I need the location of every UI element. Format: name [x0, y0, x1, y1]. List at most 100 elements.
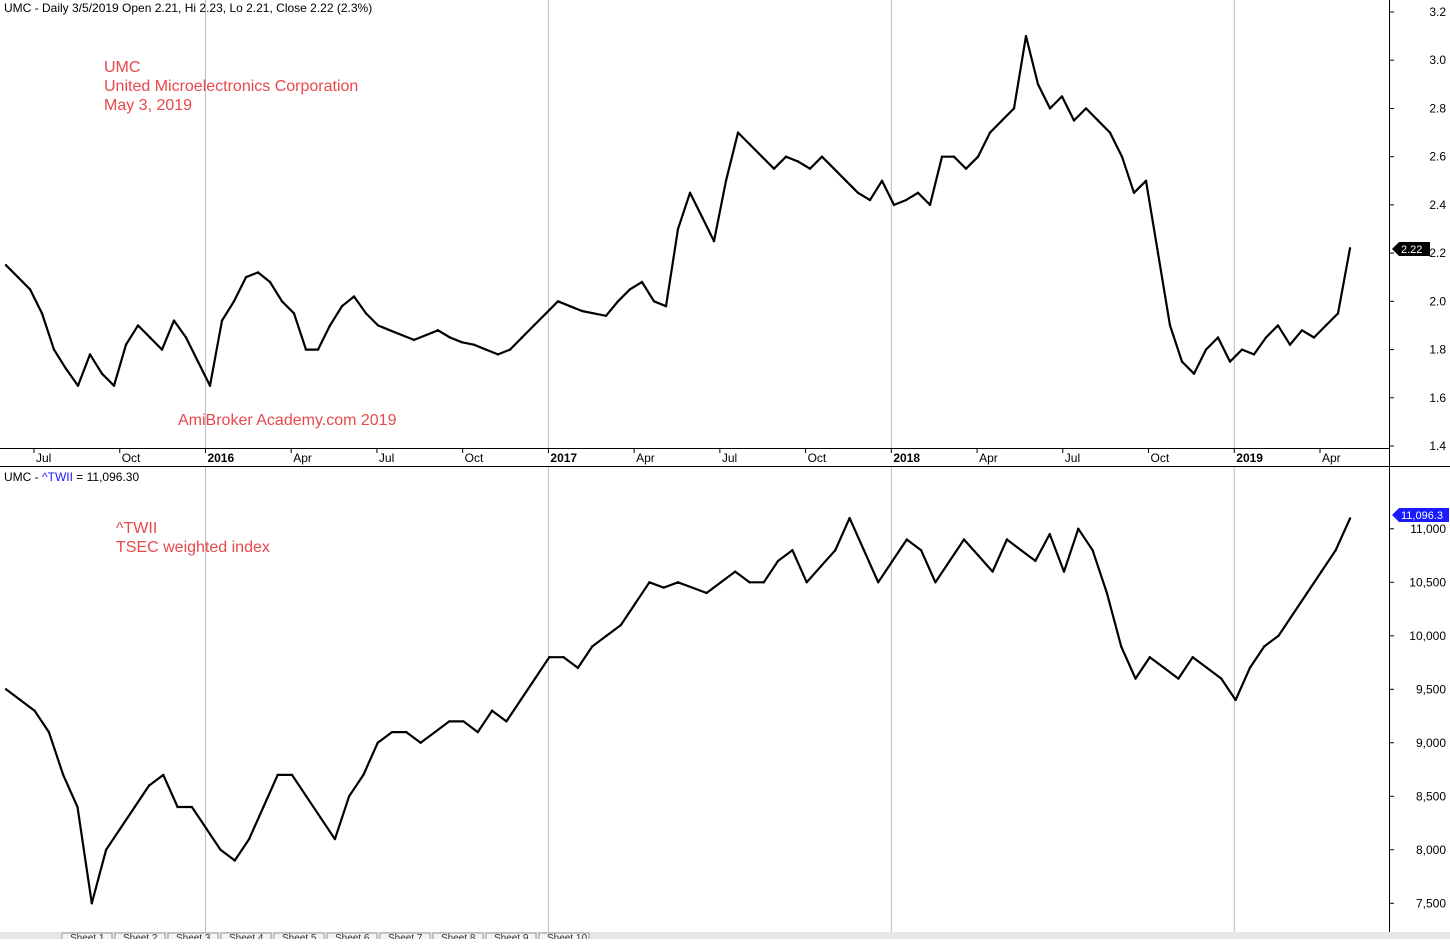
- twii-point: [1291, 613, 1295, 616]
- umc-point: [172, 319, 176, 322]
- umc-point: [1264, 336, 1268, 339]
- umc-point: [232, 300, 236, 303]
- umc-point: [1300, 329, 1304, 332]
- twii-point: [948, 559, 951, 563]
- umc-point: [88, 353, 92, 356]
- twii-point: [1034, 559, 1037, 563]
- twii-point: [405, 730, 408, 734]
- umc-header: UMC - Daily 3/5/2019 Open 2.21, Hi 2.23,…: [4, 1, 372, 15]
- twii-point: [33, 709, 36, 712]
- umc-point: [508, 348, 512, 351]
- sheet-tab[interactable]: Sheet 9: [485, 932, 537, 944]
- sheet-tab[interactable]: Sheet 7: [379, 932, 431, 944]
- twii-point: [748, 581, 751, 584]
- umc-point: [244, 276, 248, 279]
- sheet-tab[interactable]: Sheet 8: [432, 932, 484, 944]
- umc-point: [820, 155, 824, 158]
- twii-point: [1234, 698, 1237, 702]
- sheet-tab-bar: [0, 932, 1450, 939]
- twii-points: [4, 516, 1352, 905]
- umc-point: [16, 276, 20, 279]
- umc-point: [676, 227, 680, 231]
- twii-point: [290, 773, 294, 777]
- umc-point: [1096, 119, 1100, 122]
- twii-point: [376, 741, 379, 744]
- twii-point: [862, 549, 866, 552]
- twii-point: [519, 698, 522, 702]
- umc-point: [772, 167, 776, 170]
- twii-point: [176, 805, 179, 809]
- sheet-tab[interactable]: Sheet 1: [61, 932, 113, 944]
- y-tick-label: 1.4: [1429, 439, 1446, 453]
- y-tick-label: 3.2: [1429, 5, 1446, 19]
- umc-point: [112, 384, 116, 387]
- y-axis-twii: 7,500 8,000 8,500 9,000 9,500 10,000 10,500 11,…: [1389, 522, 1446, 910]
- twii-point: [891, 559, 894, 563]
- y-tick-label: 1.8: [1429, 343, 1446, 357]
- y-tick-label: 9,500: [1416, 682, 1446, 696]
- umc-point: [28, 288, 32, 291]
- umc-point: [412, 338, 416, 342]
- y-tick-label: 10,000: [1409, 629, 1446, 643]
- twii-point: [962, 538, 966, 541]
- umc-point: [832, 167, 836, 170]
- umc-point: [1204, 348, 1208, 351]
- umc-point: [424, 333, 428, 337]
- y-tick-label: 2.6: [1429, 150, 1446, 164]
- y-tick-label: 2.4: [1429, 198, 1446, 212]
- umc-point: [664, 305, 668, 308]
- twii-point: [490, 709, 494, 712]
- sheet-tab[interactable]: Sheet 10: [538, 932, 590, 944]
- umc-point: [724, 179, 728, 182]
- twii-point: [1263, 645, 1266, 648]
- twii-point: [347, 795, 351, 798]
- twii-point: [819, 565, 823, 568]
- twii-point: [533, 677, 537, 680]
- twii-point: [1348, 517, 1352, 520]
- x-tick-label: Apr: [979, 451, 998, 465]
- twii-point: [1305, 591, 1309, 595]
- umc-point: [1192, 372, 1196, 375]
- umc-point: [556, 300, 560, 303]
- x-tick-label: Jul: [36, 451, 51, 465]
- sheet-tab[interactable]: Sheet 4: [220, 932, 272, 944]
- twii-point: [76, 805, 79, 809]
- twii-point: [1177, 677, 1180, 680]
- twii-point: [505, 720, 508, 723]
- umc-point: [448, 336, 452, 339]
- sheet-tab[interactable]: Sheet 2: [114, 932, 166, 944]
- twii-point: [1191, 656, 1194, 659]
- umc-point: [340, 305, 344, 308]
- umc-point: [916, 191, 920, 194]
- twii-point: [1048, 532, 1051, 536]
- twii-point: [233, 859, 236, 862]
- twii-point: [805, 581, 808, 584]
- twii-point: [133, 805, 136, 809]
- umc-point: [364, 312, 368, 315]
- umc-point: [1132, 191, 1136, 194]
- sheet-tab[interactable]: Sheet 6: [326, 932, 378, 944]
- sheet-tab[interactable]: Sheet 3: [167, 932, 219, 944]
- umc-point: [868, 198, 872, 202]
- umc-point: [616, 300, 620, 303]
- twii-point: [791, 549, 794, 552]
- twii-point: [1105, 591, 1109, 595]
- twii-point: [1077, 527, 1080, 530]
- umc-point: [940, 155, 944, 158]
- twii-point: [762, 581, 765, 584]
- umc-point: [1084, 107, 1088, 110]
- twii-annotation-name: TSEC weighted index: [116, 539, 270, 556]
- umc-point: [1156, 251, 1160, 255]
- twii-point: [834, 549, 837, 552]
- umc-point: [1012, 107, 1016, 110]
- twii-point: [934, 581, 937, 584]
- umc-point: [100, 372, 104, 375]
- twii-point: [1005, 538, 1009, 541]
- twii-point: [319, 816, 322, 819]
- sheet-tab[interactable]: Sheet 5: [273, 932, 325, 944]
- twii-point: [462, 720, 465, 723]
- twii-point: [977, 554, 980, 557]
- umc-point: [928, 203, 932, 207]
- umc-point: [1276, 324, 1280, 327]
